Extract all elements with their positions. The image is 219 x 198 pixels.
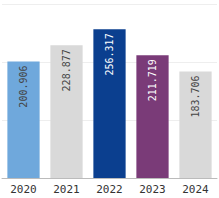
svg-text:211.719: 211.719 xyxy=(147,59,158,101)
svg-text:2022: 2022 xyxy=(96,183,123,196)
svg-text:183.706: 183.706 xyxy=(190,75,201,117)
svg-text:2023: 2023 xyxy=(139,183,166,196)
svg-text:2021: 2021 xyxy=(53,183,80,196)
svg-text:2024: 2024 xyxy=(182,183,209,196)
svg-text:200.906: 200.906 xyxy=(18,65,29,107)
svg-text:228.877: 228.877 xyxy=(61,49,72,91)
svg-text:256.317: 256.317 xyxy=(104,33,115,75)
svg-text:2020: 2020 xyxy=(10,183,37,196)
